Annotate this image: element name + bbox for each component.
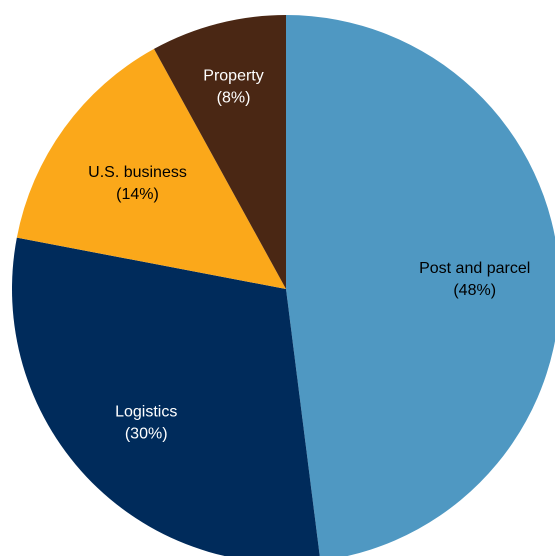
slice-name: Property	[203, 68, 263, 85]
pie-labels: Post and parcel (48%) Logistics (30%) U.S. b…	[88, 68, 530, 443]
pie-slice-property	[154, 15, 286, 289]
slice-label-u-s-business: U.S. business (14%)	[88, 164, 187, 203]
slice-label-property: Property (8%)	[203, 68, 263, 107]
pie-slice-logistics	[12, 237, 320, 556]
slice-percent: (48%)	[453, 282, 496, 299]
slice-name: U.S. business	[88, 164, 187, 181]
slice-label-post-and-parcel: Post and parcel (48%)	[419, 260, 530, 299]
pie-slice-u-s-business	[16, 48, 286, 289]
pie-slice-post-and-parcel	[286, 15, 555, 556]
pie-slices	[12, 15, 555, 556]
slice-percent: (14%)	[116, 186, 159, 203]
slice-percent: (8%)	[217, 90, 251, 107]
slice-name: Post and parcel	[419, 260, 530, 277]
slice-label-logistics: Logistics (30%)	[115, 403, 177, 442]
slice-percent: (30%)	[125, 425, 168, 442]
slice-name: Logistics	[115, 403, 177, 420]
